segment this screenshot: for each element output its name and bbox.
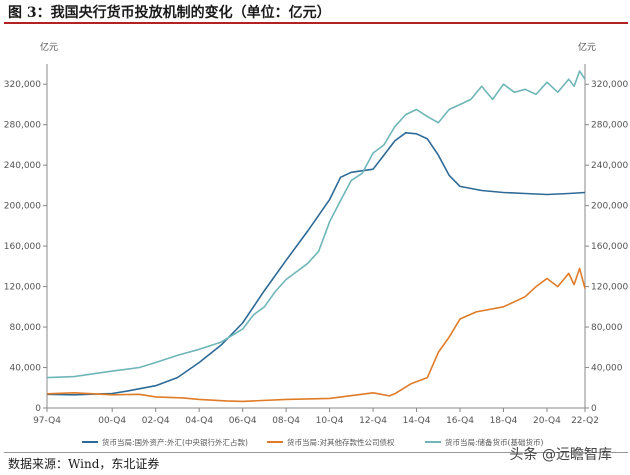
y-tick-label-left: 0 (35, 404, 41, 414)
y-tick-label-left: 280,000 (4, 121, 41, 131)
x-tick-label: 02-Q4 (142, 416, 170, 426)
series-line-0 (46, 132, 586, 396)
chart-axes (46, 64, 586, 409)
legend-label: 货币当局:国外资产:外汇(中央银行外汇占款) (102, 437, 248, 447)
y-tick-label-right: 80,000 (591, 323, 623, 333)
x-tick-label: 00-Q4 (98, 416, 126, 426)
y-tick-label-left: 160,000 (4, 242, 41, 252)
y-tick-label-left: 320,000 (4, 80, 41, 90)
x-tick-label: 08-Q4 (272, 416, 300, 426)
bottom-rule (4, 452, 628, 453)
legend-label: 货币当局:对其他存款性公司债权 (287, 437, 395, 447)
y-tick-label-right: 320,000 (591, 80, 628, 90)
line-chart: 亿元 亿元 0 0 40,000 40,000 80,000 80,000 120,000 1… (4, 41, 629, 447)
x-tick-label: 06-Q4 (229, 416, 257, 426)
x-tick-label: 18-Q4 (490, 416, 518, 426)
title-rule (4, 22, 628, 24)
y-tick-label-right: 120,000 (591, 283, 628, 293)
y-axis-unit-right: 亿元 (578, 41, 596, 53)
series-lines (46, 70, 586, 403)
legend-label: 货币当局:储备货币(基础货币) (445, 437, 543, 447)
y-tick-label-right: 160,000 (591, 242, 628, 252)
y-tick-label-left: 240,000 (4, 161, 41, 171)
y-tick-label-left: 120,000 (4, 283, 41, 293)
series-line-1 (46, 267, 586, 403)
y-tick-label-left: 80,000 (10, 323, 42, 333)
x-tick-label: 20-Q4 (533, 416, 561, 426)
x-tick-label: 10-Q4 (316, 416, 344, 426)
y-tick-label-right: 200,000 (591, 202, 628, 212)
x-ticks: 97-Q4 00-Q4 02-Q4 04-Q4 06-Q4 08-Q4 10-Q4 12-Q4… (33, 408, 599, 426)
data-source: 数据来源：Wind，东北证券 (8, 457, 160, 471)
y-tick-label-right: 0 (591, 404, 597, 414)
y-tick-label-left: 200,000 (4, 202, 41, 212)
x-tick-label: 16-Q4 (446, 416, 474, 426)
x-tick-label: 97-Q4 (33, 416, 61, 426)
chart-legend: 货币当局:国外资产:外汇(中央银行外汇占款) 货币当局:对其他存款性公司债权 货币当… (82, 437, 543, 447)
y-ticks: 0 0 40,000 40,000 80,000 80,000 120,000 120,000… (4, 80, 629, 414)
series-line-2 (46, 70, 586, 379)
x-tick-label: 12-Q4 (359, 416, 387, 426)
x-tick-label: 04-Q4 (185, 416, 213, 426)
y-tick-label-right: 40,000 (591, 364, 623, 374)
y-tick-label-left: 40,000 (10, 364, 42, 374)
y-tick-label-right: 240,000 (591, 161, 628, 171)
y-axis-unit-left: 亿元 (40, 41, 58, 53)
watermark: 头条 @远瞻智库 (509, 447, 612, 463)
x-tick-label: 14-Q4 (403, 416, 431, 426)
y-tick-label-right: 280,000 (591, 121, 628, 131)
x-tick-label: 22-Q2 (571, 416, 599, 426)
figure-title: 图 3：我国央行货币投放机制的变化（单位：亿元） (8, 5, 331, 21)
